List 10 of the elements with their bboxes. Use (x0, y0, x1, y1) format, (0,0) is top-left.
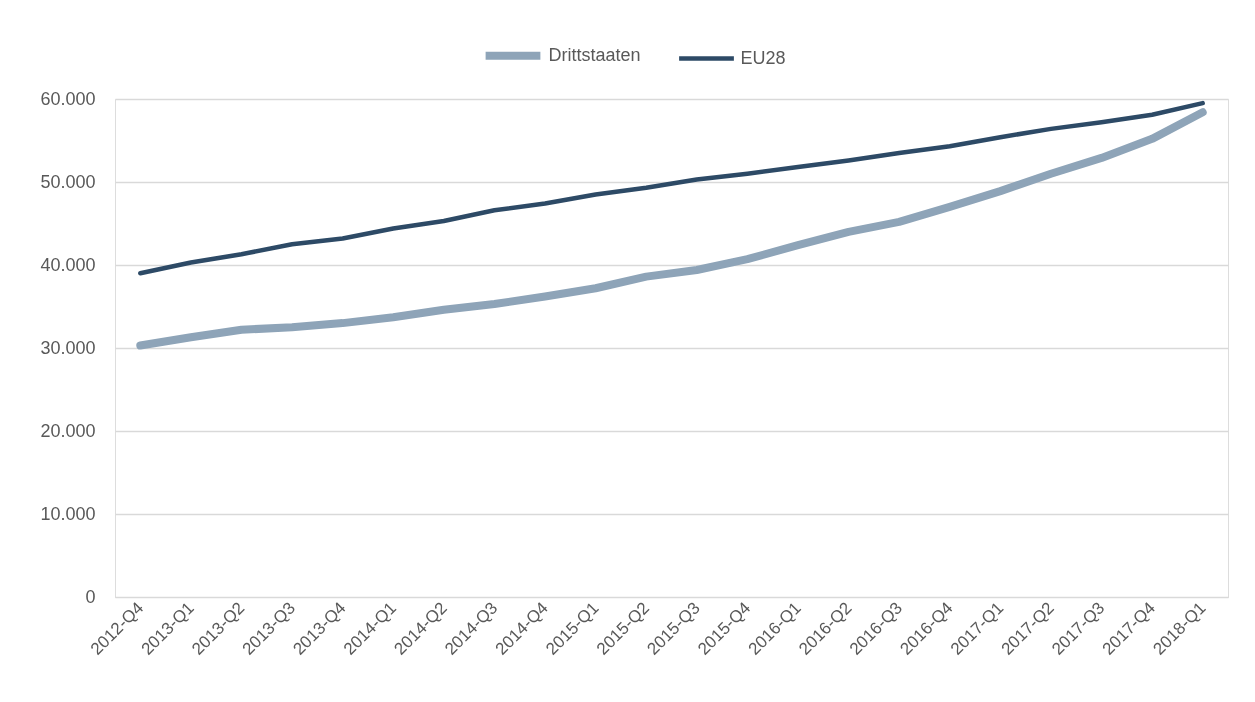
y-tick-label: 10.000 (40, 503, 96, 524)
legend-label: Drittstaaten (548, 44, 641, 65)
legend-label: EU28 (740, 47, 786, 68)
y-tick-label: 20.000 (40, 420, 96, 441)
y-tick-label: 60.000 (40, 88, 96, 109)
y-tick-label: 40.000 (40, 254, 96, 275)
y-tick-label: 50.000 (40, 171, 96, 192)
y-tick-label: 0 (85, 586, 96, 607)
y-tick-label: 30.000 (40, 337, 96, 358)
line-series (138, 100, 1205, 276)
